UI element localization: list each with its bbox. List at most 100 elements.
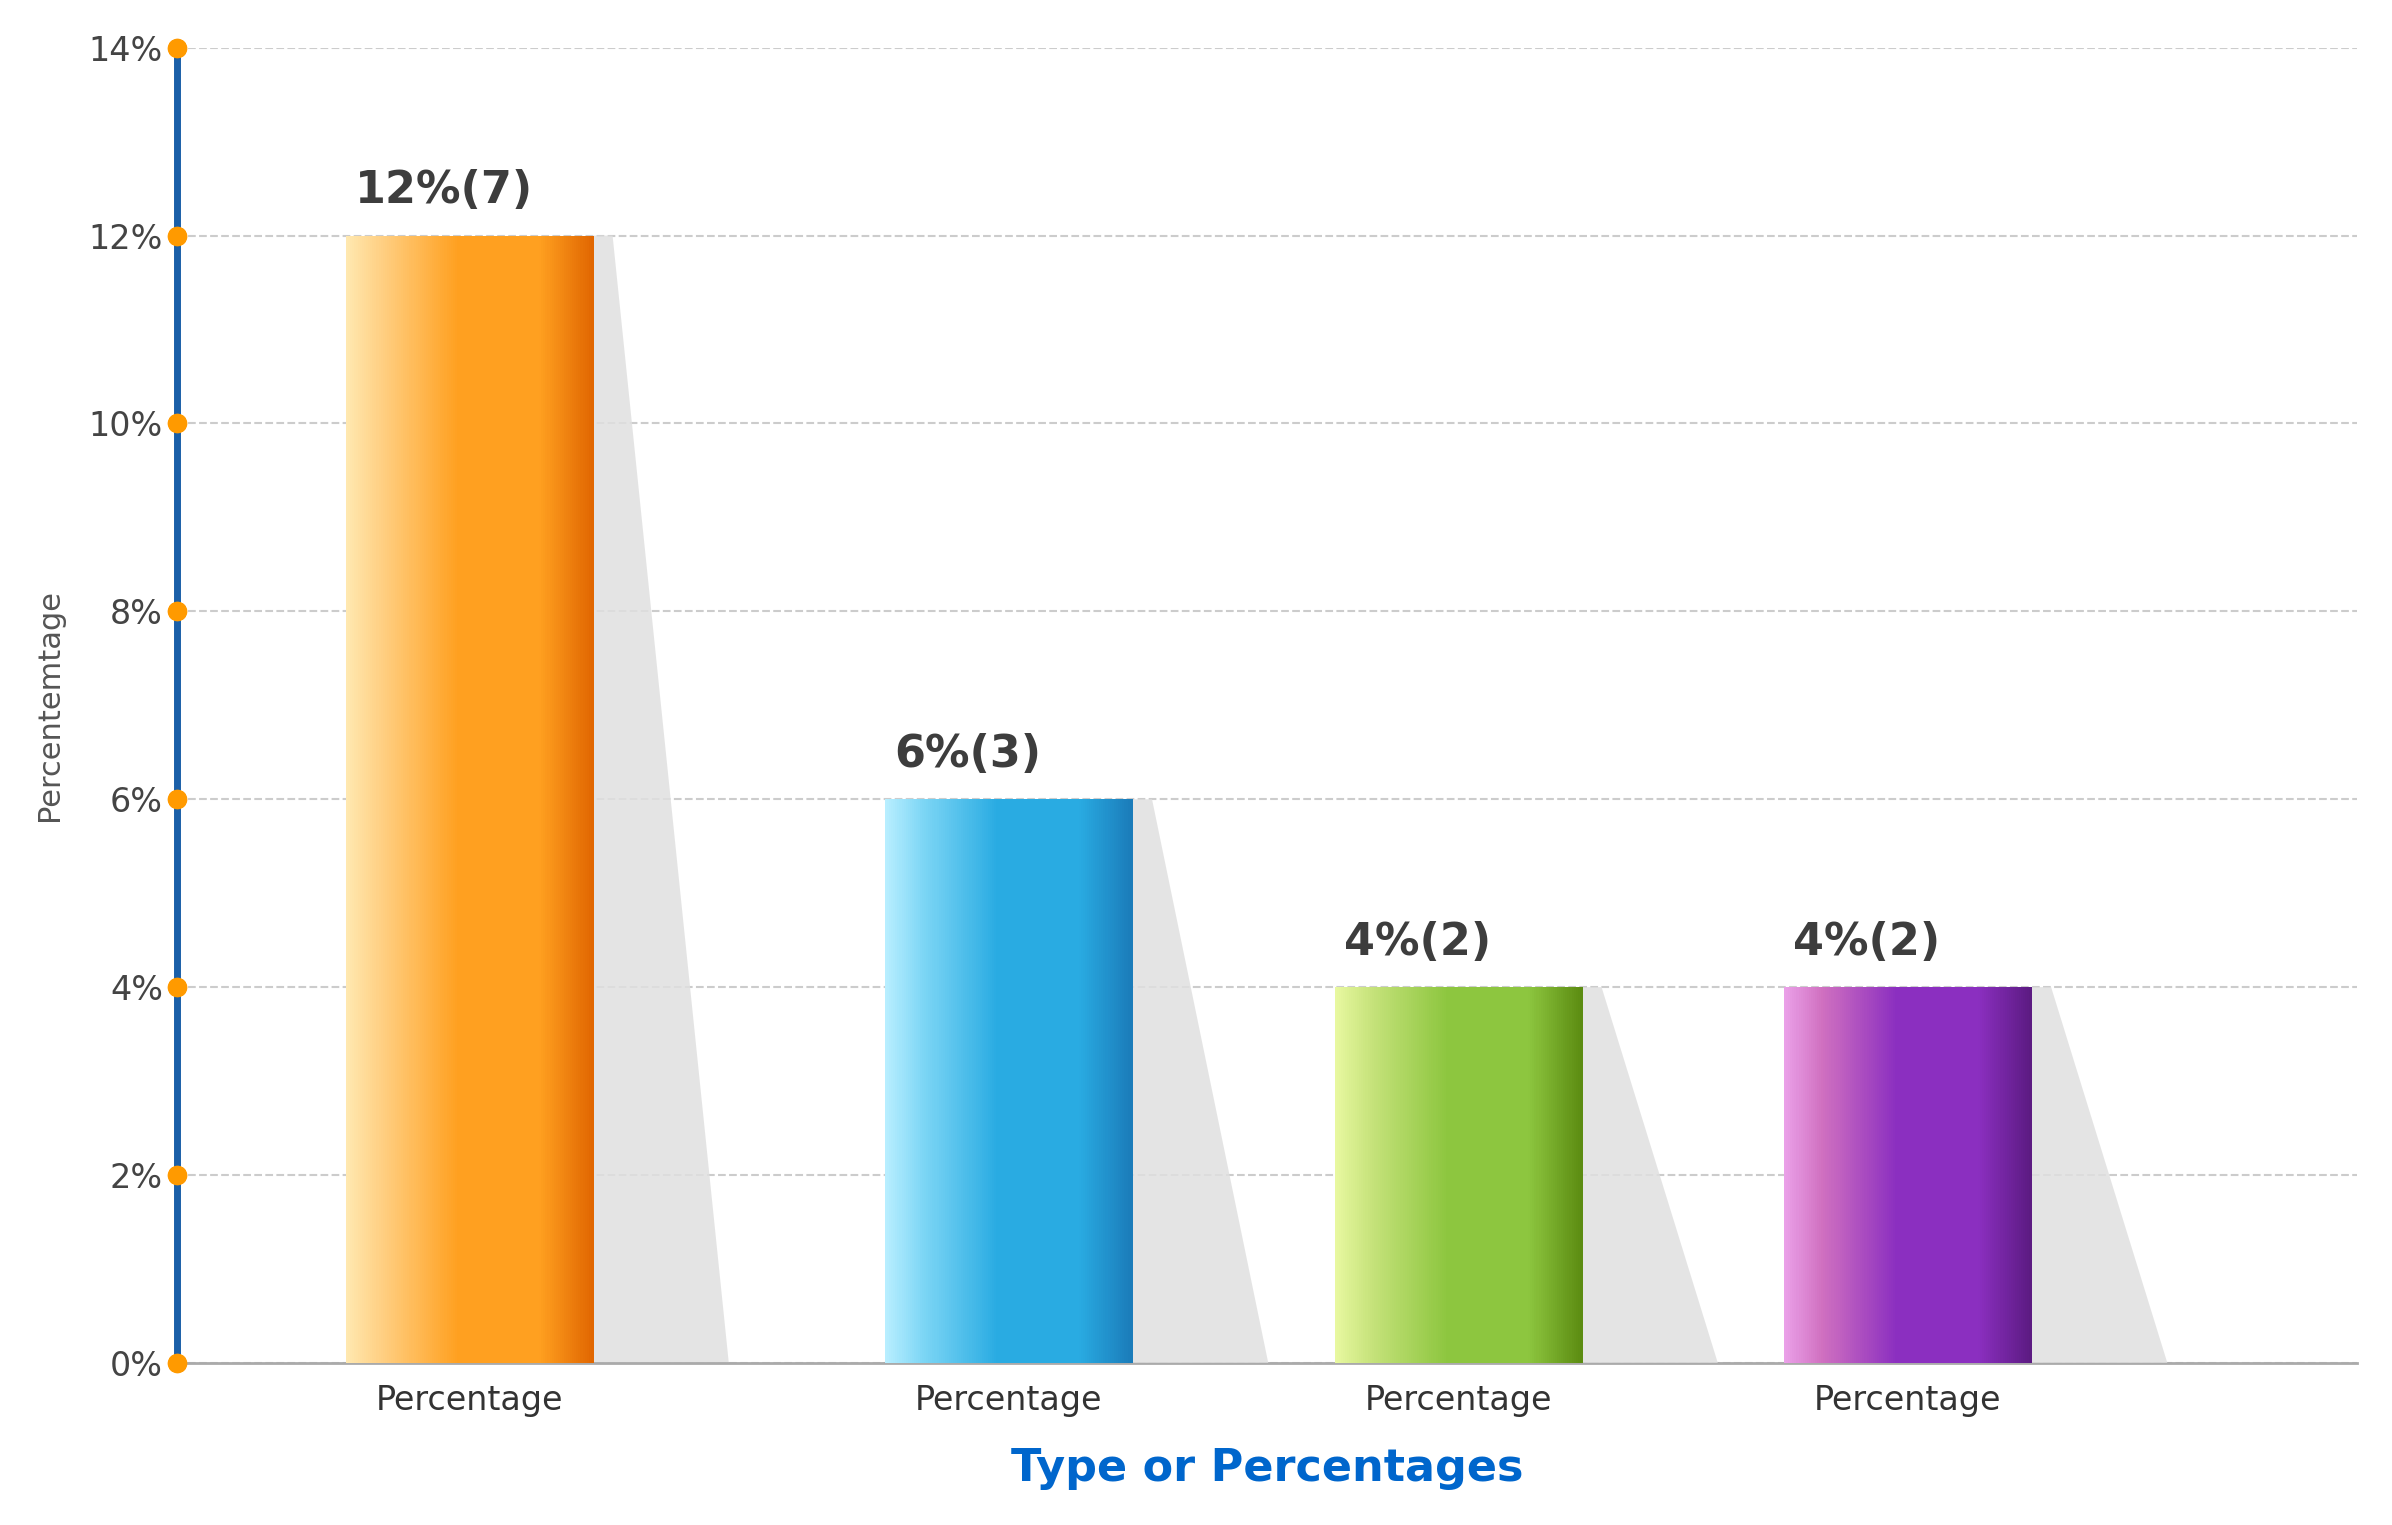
Bar — [478, 235, 483, 1363]
Bar — [1385, 987, 1390, 1363]
Bar — [586, 235, 588, 1363]
Bar — [509, 235, 514, 1363]
Bar — [1993, 987, 1995, 1363]
Bar — [567, 235, 569, 1363]
Bar — [395, 235, 397, 1363]
Bar — [495, 235, 500, 1363]
Bar — [416, 235, 419, 1363]
Bar — [2009, 987, 2012, 1363]
Bar — [1478, 987, 1481, 1363]
Bar — [514, 235, 517, 1363]
Bar — [1392, 987, 1395, 1363]
Bar — [1052, 799, 1055, 1363]
Bar — [1354, 987, 1356, 1363]
Bar — [1945, 987, 1947, 1363]
Bar — [483, 235, 486, 1363]
Bar — [462, 235, 464, 1363]
Bar — [1064, 799, 1067, 1363]
Bar — [1533, 987, 1536, 1363]
Bar — [469, 235, 471, 1363]
Bar — [1012, 799, 1014, 1363]
Bar — [1505, 987, 1509, 1363]
Bar — [1371, 987, 1373, 1363]
Bar — [1435, 987, 1438, 1363]
Bar — [1784, 987, 1787, 1363]
Bar — [938, 799, 940, 1363]
Bar — [445, 235, 447, 1363]
Bar — [1981, 987, 1983, 1363]
Bar — [1409, 987, 1411, 1363]
Bar — [500, 235, 502, 1363]
Bar — [1119, 799, 1122, 1363]
Bar — [1466, 987, 1469, 1363]
Bar — [909, 799, 914, 1363]
Bar — [1940, 987, 1945, 1363]
Bar — [887, 799, 890, 1363]
Bar — [1041, 799, 1045, 1363]
Bar — [1997, 987, 2002, 1363]
Bar — [364, 235, 366, 1363]
Bar — [1098, 799, 1100, 1363]
Bar — [1973, 987, 1976, 1363]
Bar — [493, 235, 495, 1363]
Bar — [899, 799, 902, 1363]
Bar — [543, 235, 545, 1363]
Bar — [1014, 799, 1017, 1363]
Bar — [928, 799, 930, 1363]
Bar — [1105, 799, 1107, 1363]
Bar — [1378, 987, 1380, 1363]
Bar — [1849, 987, 1854, 1363]
Bar — [1481, 987, 1483, 1363]
Bar — [390, 235, 395, 1363]
Bar — [1000, 799, 1002, 1363]
Bar — [1497, 987, 1500, 1363]
Bar — [1096, 799, 1098, 1363]
Bar — [450, 235, 454, 1363]
Bar — [1045, 799, 1048, 1363]
Bar — [907, 799, 911, 1363]
Bar — [1057, 799, 1062, 1363]
Bar — [885, 799, 887, 1363]
Bar — [1954, 987, 1959, 1363]
Bar — [538, 235, 543, 1363]
Bar — [1555, 987, 1557, 1363]
Bar — [1483, 987, 1485, 1363]
Bar — [1844, 987, 1847, 1363]
Bar — [1909, 987, 1911, 1363]
Bar — [1074, 799, 1076, 1363]
Bar — [1100, 799, 1105, 1363]
Bar — [1067, 799, 1069, 1363]
Bar — [1476, 987, 1481, 1363]
Bar — [930, 799, 933, 1363]
Bar — [1854, 987, 1856, 1363]
Bar — [1966, 987, 1969, 1363]
Bar — [581, 235, 584, 1363]
Bar — [423, 235, 426, 1363]
Bar — [1801, 987, 1804, 1363]
Bar — [517, 235, 519, 1363]
Bar — [1863, 987, 1866, 1363]
Bar — [1093, 799, 1096, 1363]
Bar — [1911, 987, 1916, 1363]
Bar — [584, 235, 588, 1363]
Bar — [969, 799, 974, 1363]
Bar — [1961, 987, 1964, 1363]
Bar — [435, 235, 438, 1363]
Bar — [1026, 799, 1031, 1363]
Bar — [385, 235, 388, 1363]
Bar — [1545, 987, 1548, 1363]
Bar — [1789, 987, 1792, 1363]
Bar — [548, 235, 550, 1363]
Bar — [1387, 987, 1392, 1363]
Bar — [1789, 987, 1794, 1363]
Bar — [1514, 987, 1517, 1363]
Bar — [1947, 987, 1949, 1363]
Bar — [1055, 799, 1060, 1363]
Bar — [526, 235, 531, 1363]
Bar — [1399, 987, 1404, 1363]
Bar — [2016, 987, 2019, 1363]
Bar — [1115, 799, 1119, 1363]
Bar — [368, 235, 371, 1363]
Bar — [1804, 987, 1808, 1363]
Bar — [1892, 987, 1894, 1363]
